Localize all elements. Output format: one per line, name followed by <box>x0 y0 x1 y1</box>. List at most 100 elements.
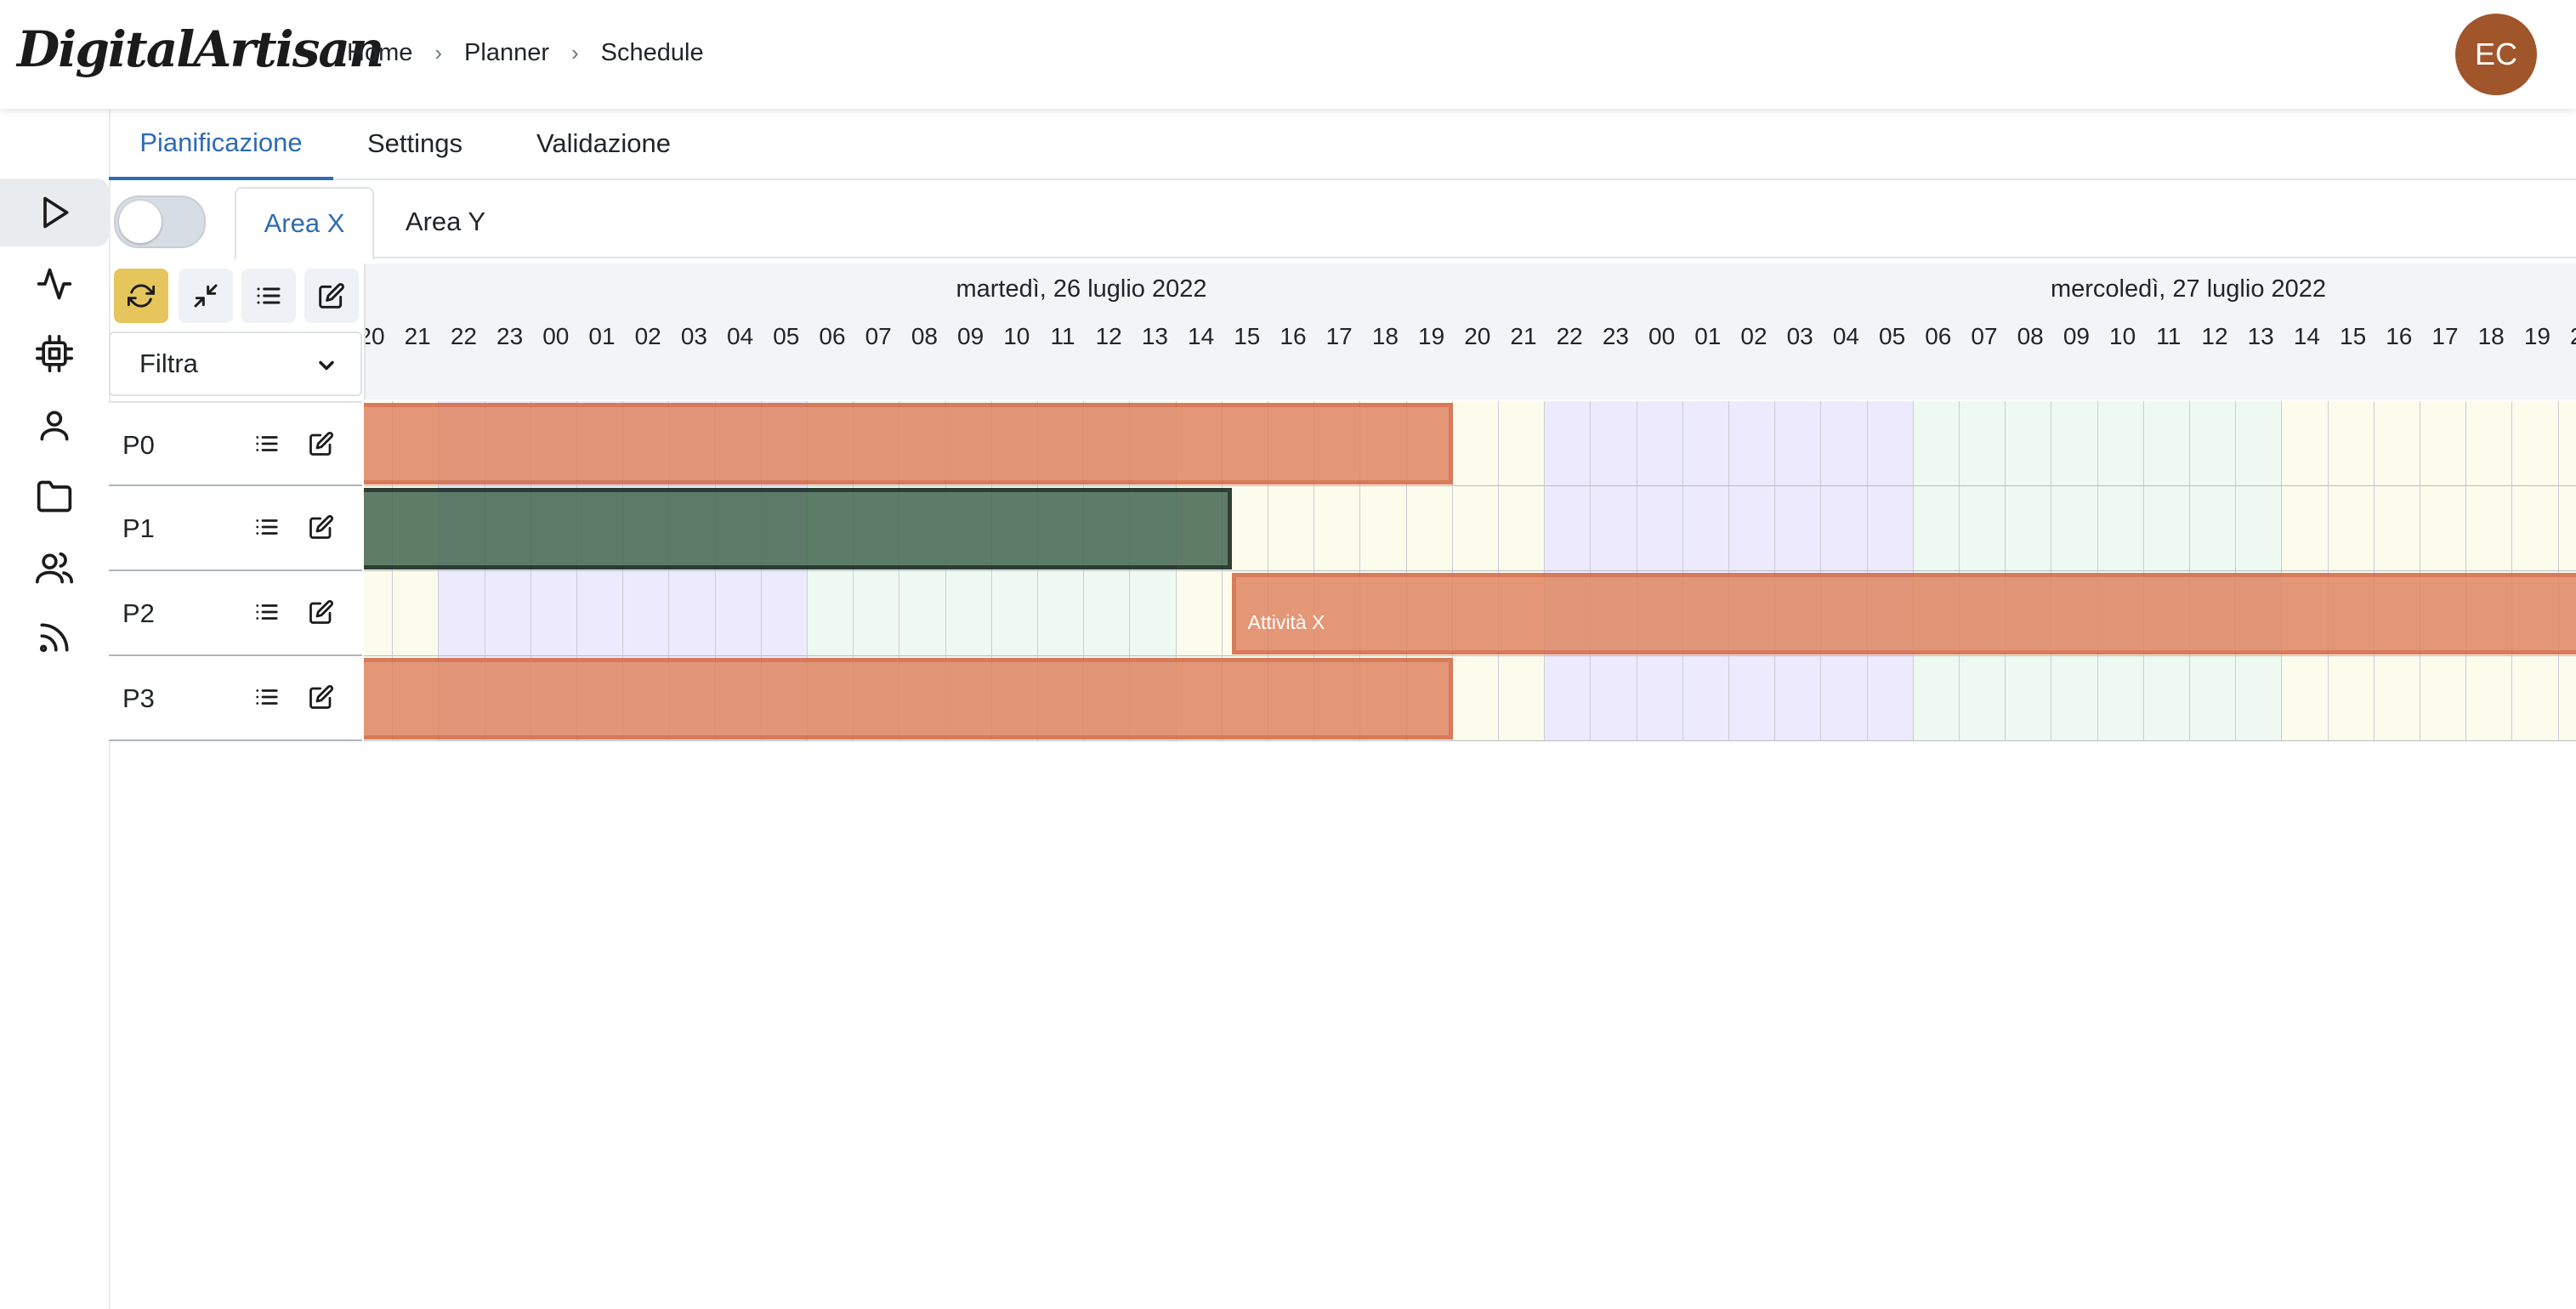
breadcrumb-schedule: Schedule <box>600 39 704 66</box>
grid-cell <box>2374 401 2420 486</box>
activity-bar[interactable]: Attività X <box>1231 573 2576 654</box>
row-list-button[interactable] <box>252 512 282 542</box>
row-label-p2: P2 <box>109 571 362 656</box>
hour-label: 05 <box>1879 323 1906 349</box>
gantt-grid[interactable]: Attività X <box>364 401 2576 743</box>
sidebar-item-feed[interactable] <box>0 604 109 672</box>
grid-cell <box>1775 486 1822 571</box>
hour-label: 03 <box>1786 323 1813 349</box>
hour-label: 19 <box>1418 323 1445 349</box>
sidebar-item-folder[interactable] <box>0 462 109 530</box>
grid-cell <box>1821 656 1868 741</box>
row-list-button[interactable] <box>252 682 282 712</box>
sidebar-item-run[interactable] <box>0 178 109 246</box>
hour-label: 01 <box>1694 323 1722 349</box>
grid-cell <box>2006 401 2052 486</box>
grid-cell <box>2420 486 2467 571</box>
tab-settings[interactable]: Settings <box>366 128 462 158</box>
hour-label: 21 <box>1510 323 1537 349</box>
grid-cell <box>2143 401 2190 486</box>
tab-validazione[interactable]: Validazione <box>536 128 671 158</box>
grid-cell <box>1821 486 1868 571</box>
refresh-button[interactable] <box>114 269 168 323</box>
hour-label: 21 <box>404 323 431 349</box>
edit-icon <box>309 431 334 456</box>
grid-cell <box>439 571 485 656</box>
hour-label: 07 <box>1971 323 1998 349</box>
hour-label: 04 <box>727 323 754 349</box>
grid-cell <box>2006 656 2052 741</box>
tab-area-x[interactable]: Area X <box>235 187 374 260</box>
grid-cell <box>1913 401 1960 486</box>
grid-cell <box>2097 656 2144 741</box>
grid-cell <box>2420 656 2467 741</box>
view-toggle[interactable] <box>114 196 206 248</box>
grid-cell <box>1775 656 1822 741</box>
grid-cell <box>2512 401 2559 486</box>
activity-bar[interactable] <box>364 488 1232 570</box>
grid-cell <box>1360 486 1407 571</box>
hour-label: 23 <box>1602 323 1629 349</box>
hour-label: 00 <box>542 323 570 349</box>
user-icon <box>40 411 69 441</box>
grid-cell <box>393 571 440 656</box>
grid-cell <box>854 571 900 656</box>
edit-button[interactable] <box>304 269 359 323</box>
chevron-down-icon <box>319 360 334 371</box>
hour-label: 03 <box>680 323 707 349</box>
hour-label: 02 <box>1740 323 1767 349</box>
grid-cell <box>2466 401 2513 486</box>
tab-area-y[interactable]: Area Y <box>405 207 486 236</box>
grid-cell <box>1452 486 1499 571</box>
list-view-button[interactable] <box>241 269 296 323</box>
breadcrumb-planner[interactable]: Planner <box>464 39 549 66</box>
grid-cell <box>2051 401 2098 486</box>
grid-cell <box>2051 486 2098 571</box>
hour-label: 14 <box>1188 323 1215 349</box>
sidebar-item-machines[interactable] <box>0 320 109 388</box>
grid-cell <box>1637 401 1683 486</box>
row-edit-button[interactable] <box>306 428 337 459</box>
list-icon <box>256 604 278 620</box>
activity-bar[interactable] <box>364 658 1453 740</box>
row-list-button[interactable] <box>252 428 282 459</box>
sidebar-item-team[interactable] <box>0 534 109 602</box>
row-label-p3: P3 <box>109 656 362 741</box>
hour-label: 20 <box>2561 323 2576 350</box>
grid-cell <box>2466 656 2513 741</box>
hour-label: 04 <box>1832 323 1859 349</box>
sidebar-item-user[interactable] <box>0 391 109 459</box>
activity-bar[interactable] <box>364 403 1453 484</box>
edit-icon <box>309 599 334 624</box>
avatar[interactable]: EC <box>2455 14 2537 95</box>
grid-cell <box>761 571 808 656</box>
row-edit-button[interactable] <box>306 682 337 712</box>
grid-cell <box>2420 401 2467 486</box>
grid-cell <box>1821 401 1868 486</box>
grid-cell <box>1406 486 1453 571</box>
row-edit-button[interactable] <box>306 597 337 627</box>
grid-cell <box>1499 401 1546 486</box>
row-edit-button[interactable] <box>306 512 337 542</box>
breadcrumb-home[interactable]: Home <box>347 39 413 66</box>
grid-cell <box>1452 401 1499 486</box>
grid-cell <box>1729 656 1776 741</box>
grid-cell <box>1960 656 2006 741</box>
hour-label: 20 <box>1464 323 1491 349</box>
hour-label: 22 <box>450 323 477 349</box>
collapse-button[interactable] <box>179 269 233 323</box>
timeline-header: martedì, 26 luglio 2022 mercoledì, 27 lu… <box>364 264 2576 400</box>
logo[interactable]: DigitalArtisan <box>17 20 384 78</box>
hour-label: 12 <box>2201 323 2228 349</box>
activity-label: Attività X <box>1247 611 1325 633</box>
row-list-button[interactable] <box>252 597 282 627</box>
rss-icon <box>39 623 69 653</box>
tab-pianificazione[interactable]: Pianificazione <box>109 109 333 180</box>
hour-label: 18 <box>2477 323 2505 349</box>
sidebar-item-activity[interactable] <box>0 250 109 318</box>
filter-label: Filtra <box>139 348 198 378</box>
filter-select[interactable]: Filtra <box>109 332 362 396</box>
row-name: P0 <box>122 430 155 460</box>
grid-cell <box>1268 486 1315 571</box>
grid-cell <box>1960 401 2006 486</box>
